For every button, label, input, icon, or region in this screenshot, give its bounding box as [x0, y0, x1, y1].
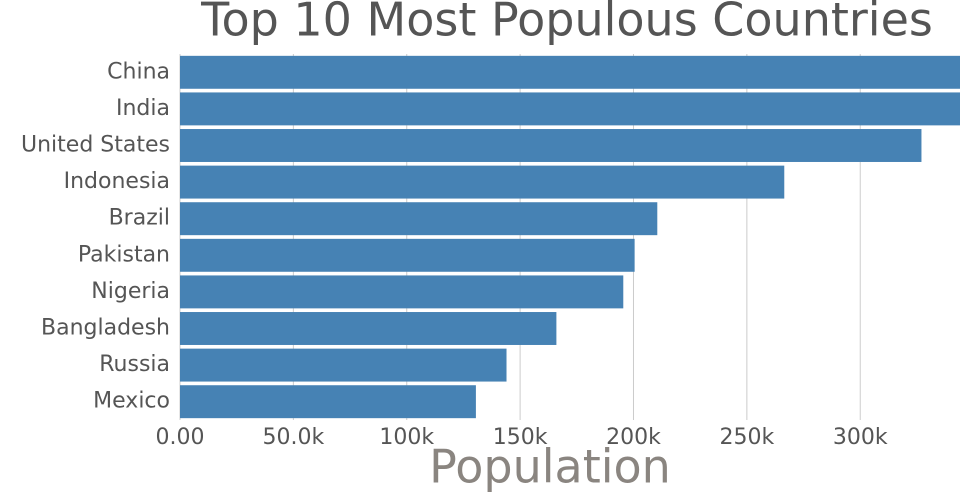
y-tick-label: India [116, 96, 170, 121]
x-tick-label: 50.0k [263, 425, 325, 450]
bar [180, 92, 960, 126]
y-tick-label: Nigeria [91, 279, 170, 304]
bar [180, 55, 960, 89]
x-axis-label: Population [429, 440, 671, 494]
bar [180, 202, 658, 236]
x-tick-label: 0.00 [156, 425, 205, 450]
bar [180, 165, 785, 199]
y-tick-label: Bangladesh [41, 316, 170, 341]
bar [180, 275, 624, 309]
bar [180, 238, 635, 272]
chart-title: Top 10 Most Populous Countries [200, 0, 933, 47]
x-tick-label: 300k [833, 425, 888, 450]
x-tick-label: 100k [379, 425, 434, 450]
y-tick-label: United States [21, 133, 170, 158]
x-tick-label: 150k [493, 425, 548, 450]
y-tick-label: Mexico [93, 389, 170, 414]
y-tick-label: Pakistan [78, 242, 170, 267]
x-tick-label: 200k [606, 425, 661, 450]
y-tick-label: Indonesia [64, 169, 170, 194]
bar [180, 385, 476, 419]
bars [180, 55, 960, 419]
x-tick-label: 250k [719, 425, 774, 450]
bar [180, 312, 557, 345]
bar [180, 129, 922, 162]
y-tick-label: Russia [99, 352, 170, 377]
y-tick-label: China [107, 59, 170, 84]
bar [180, 348, 507, 382]
y-tick-label: Brazil [109, 206, 170, 231]
